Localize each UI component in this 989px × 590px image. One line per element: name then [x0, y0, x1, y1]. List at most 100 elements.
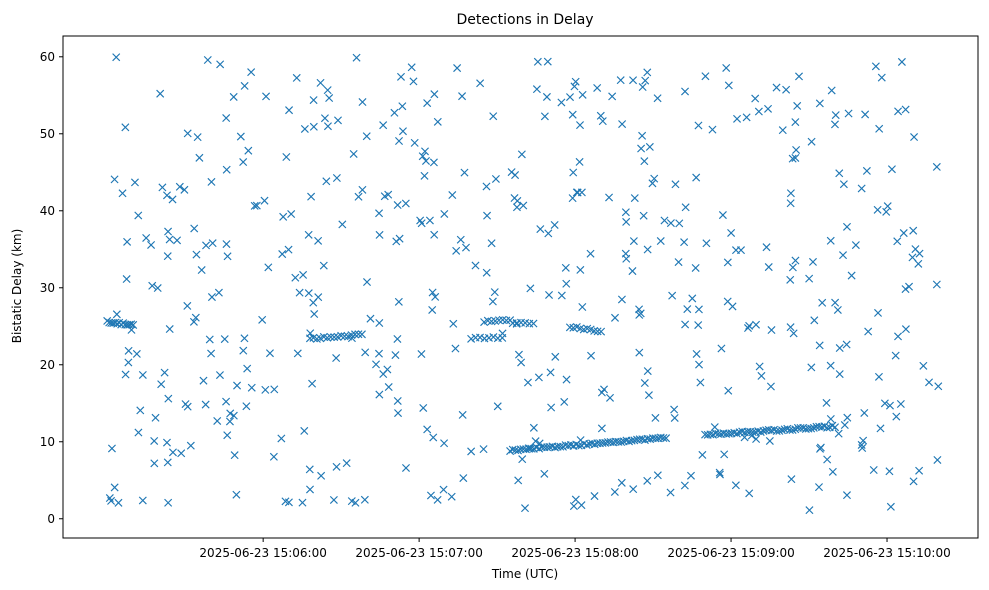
data-point — [514, 476, 523, 485]
data-point — [557, 98, 566, 107]
data-point — [262, 92, 271, 101]
data-point — [648, 179, 657, 188]
data-point — [562, 375, 571, 384]
data-point — [421, 156, 430, 165]
data-point — [839, 180, 848, 189]
data-point — [142, 233, 151, 242]
data-point — [281, 497, 290, 506]
data-point — [910, 133, 919, 142]
data-point — [121, 370, 130, 379]
data-point — [720, 450, 729, 459]
data-point — [694, 121, 703, 130]
data-point — [153, 284, 162, 293]
data-point — [754, 107, 763, 116]
data-point — [840, 421, 849, 430]
data-point — [529, 423, 538, 432]
data-point — [130, 178, 139, 187]
data-point — [628, 267, 637, 276]
data-point — [124, 358, 133, 367]
data-point — [590, 326, 599, 335]
data-point — [786, 323, 795, 332]
data-point — [461, 243, 470, 252]
data-point — [394, 297, 403, 306]
data-point — [340, 332, 349, 341]
data-point — [316, 78, 325, 87]
data-point — [831, 111, 840, 120]
data-point — [322, 177, 331, 186]
data-point — [398, 127, 407, 136]
data-point — [323, 86, 332, 95]
data-point — [138, 496, 147, 505]
data-point — [777, 426, 786, 435]
data-point — [349, 149, 358, 158]
data-point — [189, 317, 198, 326]
data-point — [197, 266, 206, 275]
data-point — [114, 498, 123, 507]
data-point — [358, 98, 367, 107]
data-point — [791, 153, 800, 162]
data-point — [885, 401, 894, 410]
data-point — [419, 403, 428, 412]
data-point — [835, 169, 844, 178]
data-point — [891, 351, 900, 360]
data-point — [250, 201, 259, 210]
data-point — [715, 468, 724, 477]
data-point — [892, 412, 901, 421]
data-point — [458, 92, 467, 101]
data-point — [847, 271, 856, 280]
data-point — [514, 446, 523, 455]
data-point — [326, 333, 335, 342]
data-point — [565, 323, 574, 332]
data-point — [622, 254, 631, 263]
data-point — [542, 92, 551, 101]
data-point — [129, 320, 138, 329]
data-point — [393, 201, 402, 210]
data-point — [873, 205, 882, 214]
data-point — [791, 256, 800, 265]
data-point — [156, 89, 165, 98]
data-point — [299, 270, 308, 279]
data-point — [752, 320, 761, 329]
data-point — [556, 442, 565, 451]
data-point — [756, 428, 765, 437]
data-point — [786, 275, 795, 284]
y-tick-label: 60 — [40, 50, 55, 64]
data-point — [165, 325, 174, 334]
data-point — [831, 298, 840, 307]
data-point — [532, 85, 541, 94]
data-point — [851, 241, 860, 250]
data-point — [431, 292, 440, 301]
data-point — [416, 216, 425, 225]
data-point — [308, 379, 317, 388]
data-point — [834, 429, 843, 438]
data-point — [540, 112, 549, 121]
data-point — [701, 72, 710, 81]
data-point — [893, 237, 902, 246]
data-point — [728, 302, 737, 311]
data-point — [826, 414, 835, 424]
data-point — [320, 114, 329, 123]
data-point — [843, 413, 852, 422]
data-point — [621, 208, 630, 217]
data-point — [764, 104, 773, 113]
data-point — [147, 240, 156, 249]
data-point — [332, 173, 341, 183]
data-point — [183, 129, 192, 138]
data-point — [675, 219, 684, 228]
data-point — [430, 230, 439, 239]
data-point — [629, 76, 638, 85]
data-point — [105, 494, 114, 503]
data-point — [409, 77, 418, 86]
data-point — [358, 185, 367, 194]
data-point — [396, 72, 406, 81]
data-point — [207, 349, 216, 358]
x-tick-label: 2025-06-23 15:07:00 — [355, 546, 482, 560]
data-point — [909, 226, 918, 235]
data-point — [440, 209, 449, 218]
data-point — [775, 426, 784, 435]
data-point — [835, 344, 844, 353]
data-point — [112, 310, 121, 319]
data-point — [914, 259, 923, 268]
data-point — [372, 360, 381, 369]
data-point — [191, 313, 200, 322]
